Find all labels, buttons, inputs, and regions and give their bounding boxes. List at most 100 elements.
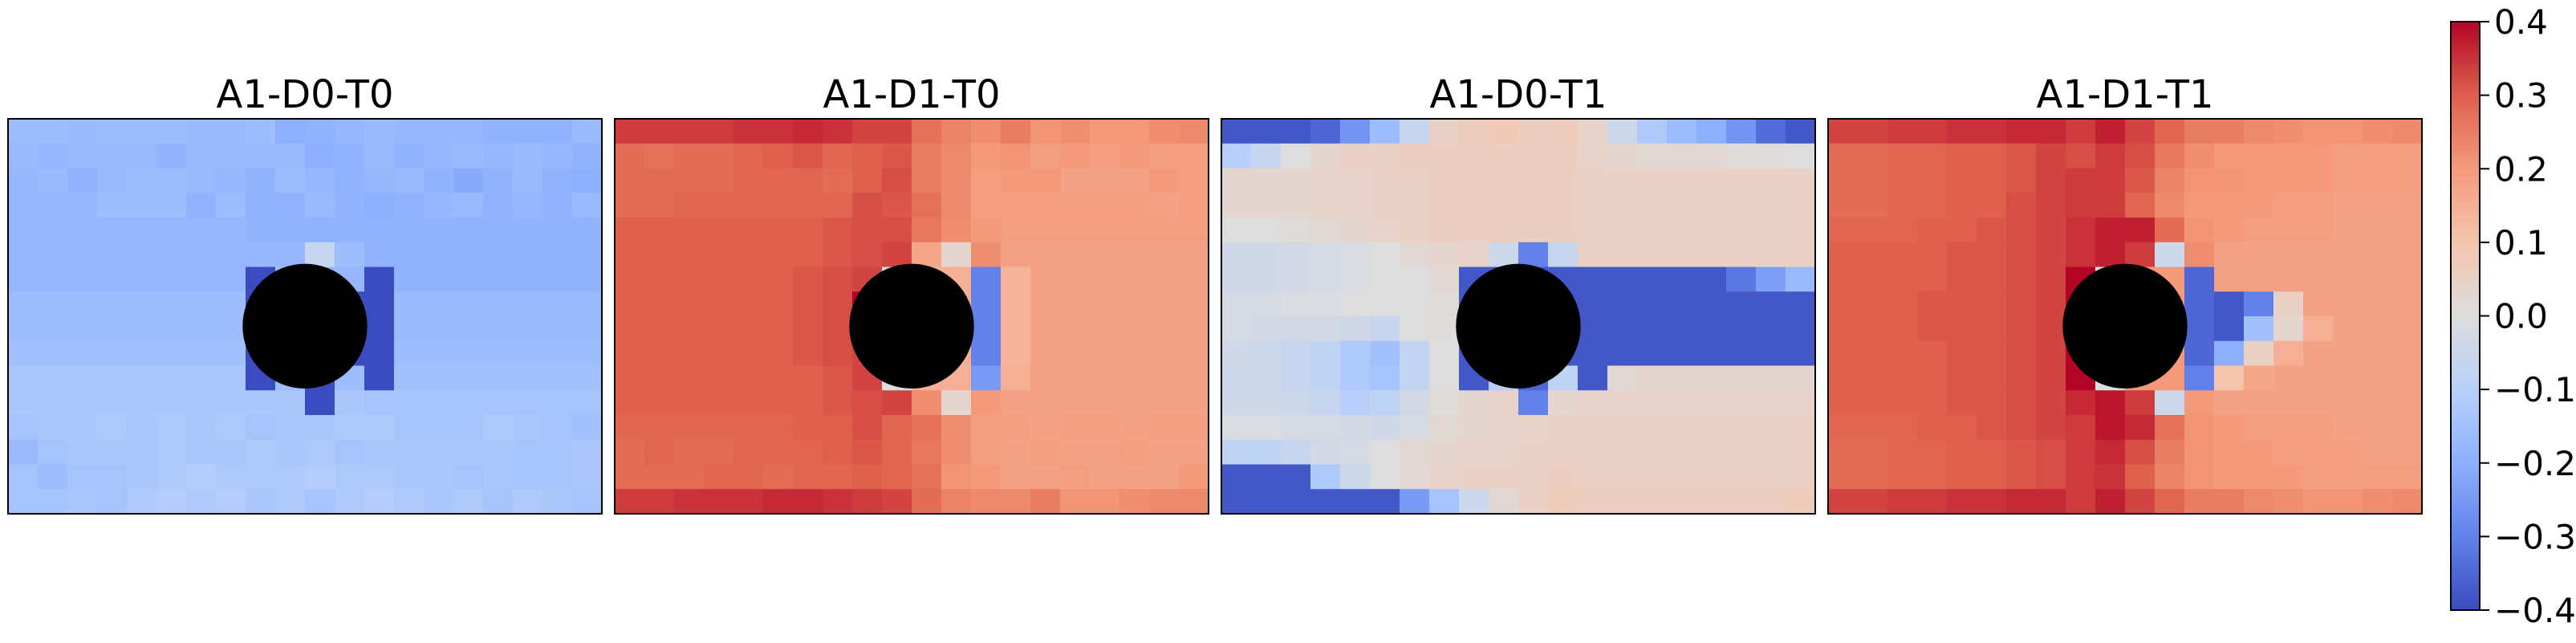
heatmap-cell (1947, 119, 1977, 144)
heatmap-cell (733, 365, 764, 391)
heatmap-cell (1340, 439, 1371, 466)
heatmap-cell (453, 464, 484, 490)
heatmap-cell (305, 464, 335, 490)
heatmap-cell (1977, 464, 2007, 490)
heatmap-cell (1281, 316, 1311, 342)
heatmap-cell (67, 218, 98, 243)
heatmap-cell (424, 340, 454, 367)
heatmap-cell (424, 316, 454, 342)
heatmap-cell (453, 218, 484, 243)
heatmap-cell (852, 439, 883, 466)
heatmap-cell (2333, 291, 2363, 317)
heatmap-cell (1607, 193, 1638, 218)
heatmap-cell (644, 439, 675, 466)
heatmap-cell (733, 193, 764, 218)
heatmap-cell (453, 415, 484, 441)
heatmap-cell (364, 168, 395, 193)
heatmap-cell (424, 489, 454, 515)
heatmap-cell (275, 489, 306, 515)
heatmap-cell (305, 489, 335, 515)
heatmap-cell (2273, 365, 2304, 391)
heatmap-cell (644, 168, 675, 193)
heatmap-cell (572, 291, 603, 317)
heatmap-cell (67, 439, 98, 466)
heatmap-cell (424, 390, 454, 416)
heatmap-cell (2363, 168, 2393, 193)
heatmap-cell (912, 242, 942, 268)
heatmap-cell (1370, 143, 1400, 169)
heatmap-cell (216, 464, 246, 490)
heatmap-cell (424, 143, 454, 169)
heatmap-cell (572, 193, 603, 218)
heatmap-cell (1489, 143, 1519, 169)
heatmap-cell (1400, 464, 1430, 490)
heatmap-cell (1828, 168, 1859, 193)
heatmap-cell (971, 340, 1002, 367)
heatmap-cell (615, 489, 645, 515)
heatmap-cell (186, 464, 217, 490)
heatmap-cell (2273, 291, 2304, 317)
heatmap-cell (67, 193, 98, 218)
heatmap-cell (1637, 340, 1668, 367)
heatmap-cell (1149, 340, 1180, 367)
heatmap-cell (2066, 390, 2096, 416)
heatmap-cell (971, 415, 1002, 441)
heatmap-cell (8, 168, 39, 193)
heatmap-cell (1828, 242, 1859, 268)
heatmap-cell (1119, 365, 1150, 391)
heatmap-cell (1030, 340, 1061, 367)
heatmap-cell (1429, 119, 1460, 144)
heatmap-cell (2095, 193, 2126, 218)
heatmap-cell (912, 415, 942, 441)
heatmap-cell (2303, 415, 2334, 441)
heatmap-cell (1887, 267, 1918, 292)
heatmap-cell (852, 489, 883, 515)
heatmap-cell (513, 415, 543, 441)
heatmap-cell (127, 340, 157, 367)
heatmap-cell (542, 316, 573, 342)
heatmap-cell (1179, 316, 1209, 342)
heatmap-cell (186, 242, 217, 268)
heatmap-cell (186, 340, 217, 367)
heatmap-cell (1518, 143, 1549, 169)
heatmap-cell (2333, 193, 2363, 218)
heatmap-cell (1756, 340, 1786, 367)
heatmap-cell (1858, 267, 1888, 292)
heatmap-cell (2184, 340, 2215, 367)
heatmap-cell (453, 316, 484, 342)
heatmap-cell (1828, 365, 1859, 391)
heatmap-cell (483, 193, 514, 218)
heatmap-cell (364, 143, 395, 169)
heatmap-cell (364, 316, 395, 342)
heatmap-cell (1090, 365, 1120, 391)
heatmap-cell (1637, 464, 1668, 490)
heatmap-cell (971, 291, 1002, 317)
colorbar-tick-label: 0.1 (2494, 223, 2548, 262)
heatmap-cell (542, 291, 573, 317)
heatmap-cell (2066, 489, 2096, 515)
heatmap-cell (1251, 365, 1282, 391)
heatmap-cell (1281, 415, 1311, 441)
heatmap-cell (1518, 168, 1549, 193)
heatmap-cell (2363, 218, 2393, 243)
heatmap-cell (67, 489, 98, 515)
heatmap-cell (2303, 119, 2334, 144)
heatmap-cell (127, 489, 157, 515)
heatmap-cell (1251, 489, 1282, 515)
heatmap-cell (1696, 242, 1727, 268)
heatmap-cell (2036, 168, 2066, 193)
heatmap-cell (1786, 242, 1816, 268)
heatmap-cell (2006, 316, 2037, 342)
heatmap-cell (1310, 143, 1341, 169)
heatmap-cell (1090, 291, 1120, 317)
heatmap-cell (1090, 316, 1120, 342)
heatmap-cell (2363, 464, 2393, 490)
heatmap-cell (156, 291, 187, 317)
heatmap-cell (1858, 340, 1888, 367)
heatmap-cell (763, 143, 794, 169)
heatmap-cell (2036, 365, 2066, 391)
heatmap-cell (1977, 168, 2007, 193)
heatmap-cell (216, 291, 246, 317)
heatmap-cell (852, 218, 883, 243)
heatmap-cell (1858, 316, 1888, 342)
